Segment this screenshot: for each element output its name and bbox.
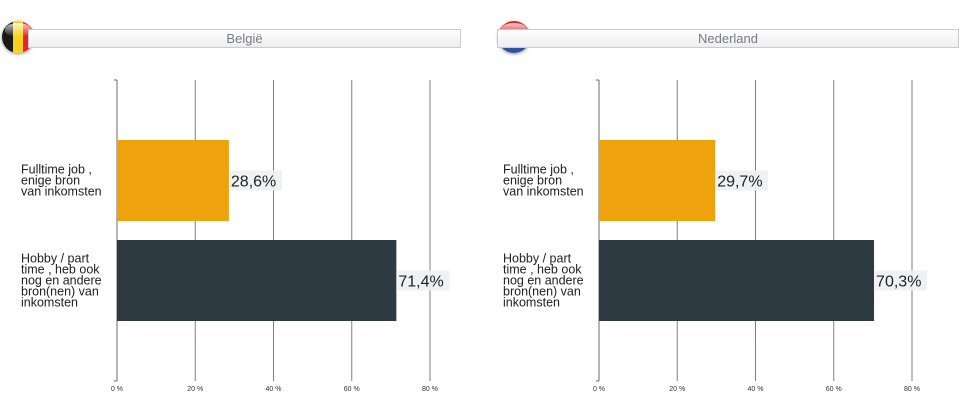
data-label-background	[875, 270, 928, 291]
chart-title: Nederland	[698, 31, 758, 46]
x-tick-label: 40 %	[266, 386, 282, 393]
category-label: Hobby / part time , heb ook nog en andere b…	[21, 252, 102, 310]
bar	[599, 240, 875, 321]
category-label-line: Hobby / part	[503, 252, 572, 266]
x-tick-label: 60 %	[344, 386, 360, 393]
chart-plot: 0 % 20 % 40 % 60 % 80 % 29,7% Fulltime job , en…	[503, 79, 928, 393]
data-label-background	[716, 170, 769, 191]
x-tick-label: 20 %	[669, 386, 685, 393]
data-label: 71,4%	[398, 274, 443, 291]
x-tick-label: 0 %	[593, 386, 605, 393]
data-label-background	[229, 170, 282, 191]
x-tick-label: 40 %	[748, 386, 764, 393]
x-tick-label: 0 %	[111, 386, 123, 393]
bar	[117, 240, 397, 321]
data-label: 28,6%	[231, 174, 276, 191]
chart-title: België	[226, 31, 263, 46]
x-tick-label: 60 %	[826, 386, 842, 393]
category-label-line: time , heb ook	[503, 263, 582, 277]
category-label-line: bron(nen) van	[503, 285, 581, 299]
category-label-line: Fulltime job ,	[21, 163, 92, 177]
flag-gloss	[5, 23, 31, 36]
data-label: 29,7%	[717, 174, 762, 191]
category-label-line: Fulltime job ,	[503, 163, 574, 177]
x-tick-label: 20 %	[187, 386, 203, 393]
category-label-line: enige bron	[503, 174, 562, 188]
chart-plot: 0 % 20 % 40 % 60 % 80 % 28,6% Fulltime job , en…	[21, 79, 450, 393]
x-tick-label: 80 %	[422, 386, 438, 393]
chart-panel-belgium: België 0 % 20 % 40 % 60 % 80 % 28,6% Fulltime …	[0, 0, 470, 409]
chart-title-bar: België	[28, 29, 461, 48]
category-label: Hobby / part time , heb ook nog en andere b…	[503, 252, 584, 310]
x-tick-label: 80 %	[904, 386, 920, 393]
data-label: 70,3%	[876, 274, 921, 291]
category-label-line: van inkomsten	[21, 185, 102, 199]
category-label: Fulltime job , enige bron van inkomsten	[503, 163, 584, 199]
category-label-line: inkomsten	[503, 296, 560, 310]
category-label: Fulltime job , enige bron van inkomsten	[21, 163, 102, 199]
data-label-background	[397, 270, 450, 291]
bar	[599, 140, 716, 221]
category-label-line: Hobby / part	[21, 252, 90, 266]
flag-stripe	[13, 21, 23, 53]
category-label-line: bron(nen) van	[21, 285, 99, 299]
category-label-line: van inkomsten	[503, 185, 584, 199]
category-label-line: time , heb ook	[21, 263, 100, 277]
category-label-line: nog en andere	[503, 274, 584, 288]
category-label-line: inkomsten	[21, 296, 78, 310]
chart-panel-netherlands: Nederland 0 % 20 % 40 % 60 % 80 % 29,7% Fullti…	[483, 0, 959, 409]
category-label-line: nog en andere	[21, 274, 102, 288]
flag-stripe	[2, 21, 13, 53]
bar	[117, 140, 229, 221]
category-label-line: enige bron	[21, 174, 80, 188]
chart-title-bar: Nederland	[497, 29, 959, 48]
